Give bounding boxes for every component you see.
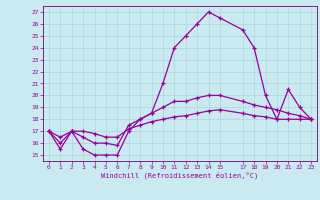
X-axis label: Windchill (Refroidissement éolien,°C): Windchill (Refroidissement éolien,°C) [101, 172, 259, 179]
